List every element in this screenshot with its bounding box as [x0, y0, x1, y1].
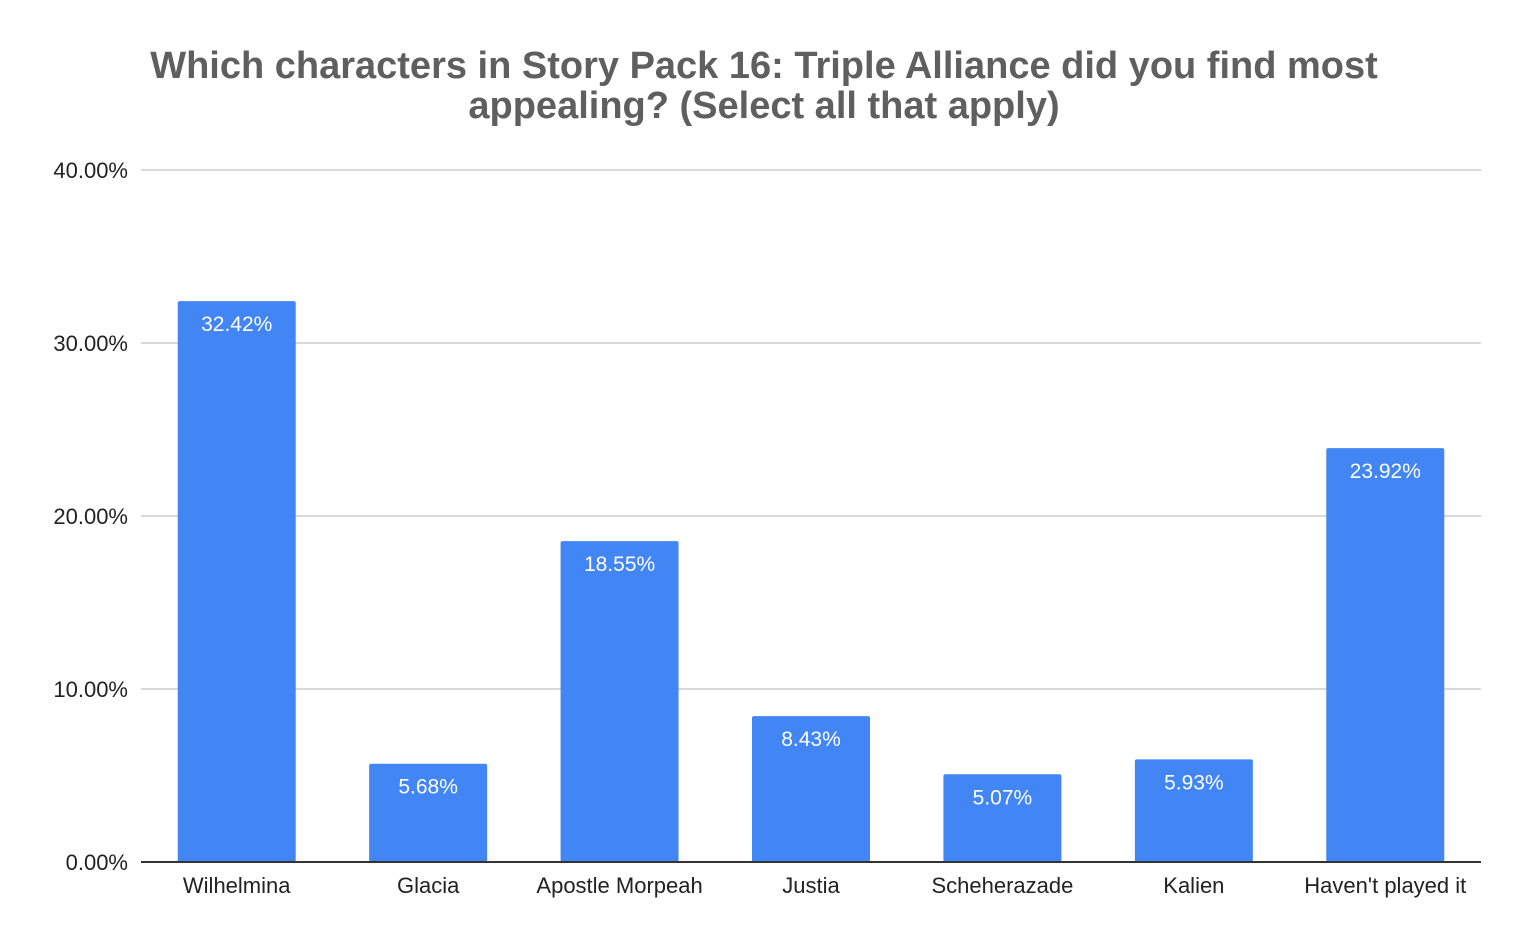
data-labels: 32.42% 5.68% 18.55% 8.43% 5.07% 5.93% 23.92%: [201, 313, 1421, 809]
x-tick-label: Kalien: [1163, 873, 1224, 898]
y-tick-label: 0.00%: [66, 850, 128, 875]
gridlines: [141, 169, 1481, 690]
data-label: 8.43%: [781, 728, 841, 751]
data-label: 5.07%: [973, 786, 1033, 809]
chart-title-line-2: appealing? (Select all that apply): [468, 85, 1059, 127]
bar: [177, 301, 296, 862]
x-tick-label: Haven't played it: [1304, 873, 1466, 898]
bar: [1326, 448, 1445, 862]
x-tick-label: Apostle Morpeah: [536, 873, 702, 898]
bar: [560, 541, 679, 862]
data-label: 23.92%: [1350, 460, 1421, 483]
bar: [752, 716, 870, 862]
data-label: 5.93%: [1164, 771, 1224, 794]
y-axis-tick-labels: 0.00% 10.00% 20.00% 30.00% 40.00%: [53, 158, 128, 875]
y-tick-label: 30.00%: [53, 331, 128, 356]
chart-title-line-1: Which characters in Story Pack 16: Tripl…: [150, 45, 1378, 87]
bar: [1134, 759, 1253, 862]
data-label: 32.42%: [201, 313, 272, 336]
bar: [943, 774, 1062, 862]
bars: [177, 301, 1445, 862]
y-tick-label: 40.00%: [53, 158, 128, 183]
x-tick-label: Justia: [782, 873, 840, 898]
y-tick-label: 10.00%: [53, 677, 128, 702]
data-label: 5.68%: [398, 776, 458, 799]
chart-title: Which characters in Story Pack 16: Tripl…: [150, 45, 1378, 127]
x-tick-label: Scheherazade: [931, 873, 1073, 898]
y-tick-label: 20.00%: [53, 504, 128, 529]
data-label: 18.55%: [584, 553, 655, 576]
x-axis-category-labels: Wilhelmina Glacia Apostle Morpeah Justia Sch…: [183, 873, 1466, 898]
x-tick-label: Glacia: [397, 873, 460, 898]
x-tick-label: Wilhelmina: [183, 873, 291, 898]
bar: [369, 763, 488, 862]
